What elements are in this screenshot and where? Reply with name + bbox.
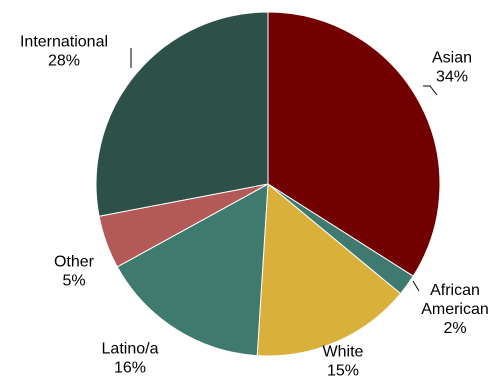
data-label-international: International 28% xyxy=(20,34,108,70)
category-label: Asian xyxy=(432,50,472,67)
data-label-white: White 15% xyxy=(323,344,364,380)
data-label-latino-a: Latino/a 16% xyxy=(102,341,159,377)
category-label: International xyxy=(20,34,108,51)
percent-label: 34% xyxy=(436,69,468,86)
percent-label: 28% xyxy=(48,53,80,70)
category-label: Other xyxy=(54,254,95,271)
data-label-asian: Asian 34% xyxy=(432,50,472,86)
category-label: American xyxy=(421,301,489,318)
percent-label: 16% xyxy=(114,360,146,377)
pie-slice-white xyxy=(256,182,402,357)
data-label-other: Other 5% xyxy=(54,254,95,290)
pie-slice-latino-a xyxy=(116,183,269,357)
pie-slice-asian xyxy=(267,11,441,277)
leader-line-african-american xyxy=(412,280,420,292)
leader-line-asian xyxy=(423,85,438,96)
data-label-african-american: African American 2% xyxy=(421,282,489,337)
percent-label: 5% xyxy=(62,273,85,290)
category-label: Latino/a xyxy=(102,341,159,358)
category-label: White xyxy=(323,344,364,361)
percent-label: 15% xyxy=(327,363,359,380)
percent-label: 2% xyxy=(443,320,466,337)
category-label: African xyxy=(430,282,480,299)
pie-slice-international xyxy=(95,11,269,217)
